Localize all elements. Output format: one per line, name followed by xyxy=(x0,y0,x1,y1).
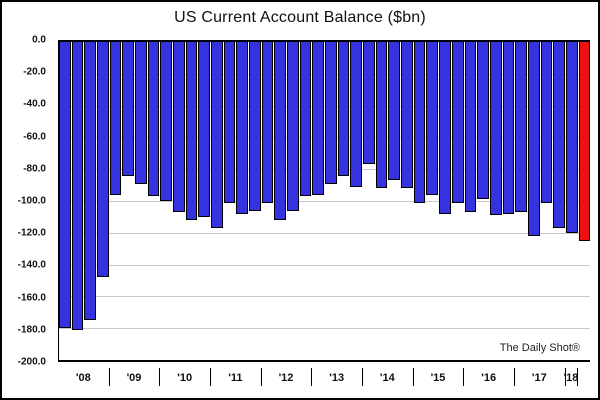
y-tick-label: -200.0 xyxy=(17,356,46,368)
bar xyxy=(211,42,223,229)
y-tick-label: 0.0 xyxy=(32,34,46,46)
y-tick-label: -20.0 xyxy=(23,66,46,78)
x-axis-tick xyxy=(108,368,110,386)
x-axis-tick xyxy=(463,368,465,386)
x-tick-label: '11 xyxy=(228,372,243,384)
gridline xyxy=(59,232,590,234)
x-axis-tick xyxy=(260,368,262,386)
gridline xyxy=(59,328,590,330)
bar xyxy=(426,42,439,195)
gridline xyxy=(59,73,590,75)
bar xyxy=(71,42,84,330)
y-tick-label: -40.0 xyxy=(23,98,46,110)
y-tick-label: -160.0 xyxy=(17,292,46,304)
bar xyxy=(173,42,185,213)
bar xyxy=(502,42,515,214)
bar xyxy=(147,42,160,197)
y-tick-label: -100.0 xyxy=(17,195,46,207)
gridline xyxy=(59,105,590,107)
x-axis: '08 '09 '10 '11 '12 '13 '14 '15 '16 '17 '18 xyxy=(58,366,590,392)
bar xyxy=(198,42,211,217)
x-axis-tick xyxy=(210,368,211,386)
x-tick-label: '17 xyxy=(531,372,547,384)
bar xyxy=(325,42,337,184)
bar xyxy=(413,42,426,203)
bar xyxy=(299,42,312,197)
x-axis-tick xyxy=(514,368,515,386)
bar xyxy=(160,42,173,201)
bar xyxy=(401,42,413,189)
bar xyxy=(122,42,135,176)
bar-highlighted xyxy=(578,42,591,241)
y-tick-label: -120.0 xyxy=(17,227,46,239)
bar xyxy=(249,42,261,211)
x-tick-label: '10 xyxy=(177,372,193,384)
bar xyxy=(489,42,502,216)
bar xyxy=(451,42,464,203)
bar xyxy=(540,42,553,203)
y-tick-label: -80.0 xyxy=(23,163,46,175)
y-tick-label: -140.0 xyxy=(17,259,46,271)
bar xyxy=(59,42,71,329)
x-tick-label: '15 xyxy=(430,372,446,384)
gridline xyxy=(59,169,590,171)
bar xyxy=(274,42,287,221)
bar xyxy=(363,42,375,165)
y-tick-label: -180.0 xyxy=(17,324,46,336)
x-axis-tick xyxy=(412,368,414,386)
gridline xyxy=(59,264,590,266)
plot-area: The Daily Shot® xyxy=(58,40,591,362)
bar xyxy=(287,42,299,211)
x-tick-label: '14 xyxy=(379,372,395,384)
bar xyxy=(565,42,578,233)
bar xyxy=(261,42,274,203)
x-tick-label: '16 xyxy=(481,372,497,384)
bar xyxy=(515,42,527,213)
bar xyxy=(236,42,249,214)
bar xyxy=(337,42,350,176)
x-axis-tick xyxy=(564,368,566,386)
gridline xyxy=(59,137,590,139)
x-tick-label: '09 xyxy=(126,372,142,384)
chart-title: US Current Account Balance ($bn) xyxy=(174,9,426,26)
bars xyxy=(59,42,591,360)
bar xyxy=(527,42,540,236)
bar xyxy=(312,42,325,195)
bar xyxy=(185,42,198,221)
x-axis-tick xyxy=(311,368,313,386)
x-tick-label: '13 xyxy=(329,372,345,384)
bar xyxy=(477,42,489,200)
bar xyxy=(439,42,451,214)
x-axis-tick xyxy=(577,368,579,386)
gridline xyxy=(59,296,590,298)
bar xyxy=(109,42,122,195)
bar xyxy=(350,42,363,187)
bar xyxy=(223,42,236,203)
x-axis-tick xyxy=(362,368,363,386)
bar xyxy=(84,42,97,321)
gridline xyxy=(59,201,590,202)
watermark-text: The Daily Shot® xyxy=(499,342,580,354)
x-tick-label: '08 xyxy=(75,372,91,384)
x-tick-label: '18 xyxy=(563,372,579,384)
bar xyxy=(553,42,565,229)
x-axis-tick xyxy=(159,368,161,386)
bar xyxy=(135,42,147,184)
y-axis-labels: 0.0 -20.0 -40.0 -60.0 -80.0 -100.0 -120.0 -140.… xyxy=(2,35,52,368)
x-tick-label: '12 xyxy=(278,372,294,384)
bar xyxy=(97,42,109,278)
bar xyxy=(388,42,401,181)
bar xyxy=(375,42,388,189)
bar xyxy=(464,42,477,213)
y-tick-label: -60.0 xyxy=(23,131,46,143)
